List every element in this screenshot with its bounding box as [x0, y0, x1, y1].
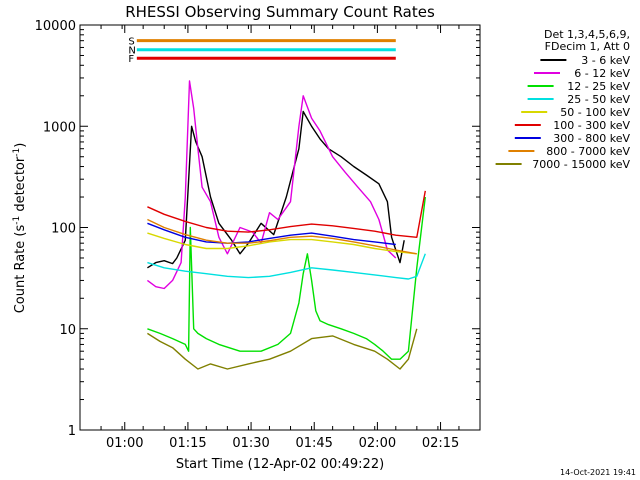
y-tick-label: 1000 [43, 120, 76, 135]
legend-entry-7: 300 - 800 keV [553, 132, 630, 145]
flag-label-f: F [128, 54, 134, 65]
plot-area: 1 10 100 1000 10000 01:00 01:15 01:30 01:45 02:00… [35, 19, 481, 451]
legend: Det 1,3,4,5,6,9,FDecim 1, Att 03 - 6 keV… [495, 28, 630, 171]
x-tick-label: 02:15 [422, 436, 459, 451]
y-tick-label: 1 [68, 424, 76, 439]
series-line-3 [147, 196, 426, 360]
y-tick-label: 10 [59, 323, 76, 338]
legend-entry-5: 50 - 100 keV [560, 106, 630, 119]
legend-entry-1: 3 - 6 keV [581, 54, 630, 67]
series-line-7 [147, 222, 396, 246]
series-line-6 [147, 190, 426, 239]
legend-entry-9: 7000 - 15000 keV [532, 158, 630, 171]
legend-entry-6: 100 - 300 keV [553, 119, 630, 132]
x-tick-label: 02:00 [359, 436, 396, 451]
timestamp: 14-Oct-2021 19:41 [560, 468, 636, 477]
y-tick-label: 10000 [35, 19, 76, 34]
legend-entry-3: 12 - 25 keV [567, 80, 630, 93]
legend-header-line: FDecim 1, Att 0 [545, 40, 630, 53]
series-line-5 [147, 232, 417, 255]
y-tick-label: 100 [51, 222, 76, 237]
legend-entry-8: 800 - 7000 keV [546, 145, 630, 158]
legend-entry-4: 25 - 50 keV [567, 93, 630, 106]
legend-entry-2: 6 - 12 keV [574, 67, 630, 80]
flag-label-s: S [128, 37, 134, 48]
x-axis-label: Start Time (12-Apr-02 00:49:22) [176, 457, 384, 472]
x-tick-label: 01:45 [295, 436, 332, 451]
series-line-8 [147, 218, 417, 255]
x-tick-label: 01:00 [106, 436, 143, 451]
chart-title: RHESSI Observing Summary Count Rates [125, 3, 435, 21]
series-line-2 [146, 80, 397, 290]
x-tick-label: 01:30 [232, 436, 269, 451]
legend-header-line: Det 1,3,4,5,6,9, [544, 28, 630, 41]
x-tick-label: 01:15 [169, 436, 206, 451]
series-line-9 [147, 328, 418, 370]
series-line-1 [147, 110, 405, 269]
y-axis-label: Count Rate (s-1 detector-1) [12, 143, 28, 314]
series-line-4 [147, 253, 426, 280]
flag-label-n: N [128, 46, 135, 57]
